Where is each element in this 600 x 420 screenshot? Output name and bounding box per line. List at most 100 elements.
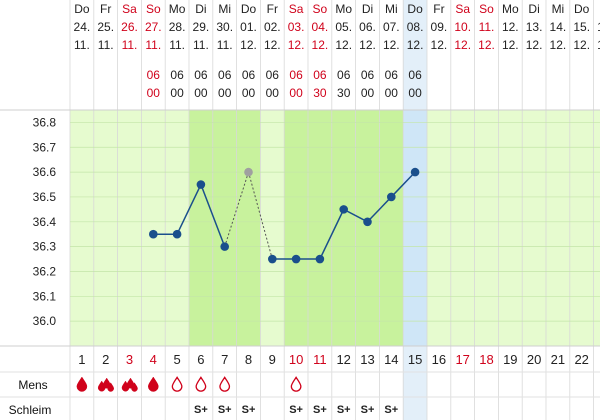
temperature-point[interactable]: [149, 229, 158, 239]
cervical-mucus-mark: S+: [218, 404, 232, 416]
mens-row-label: Mens: [18, 378, 47, 392]
cycle-day-number: 1: [78, 352, 85, 367]
cycle-day-number: 13: [360, 352, 374, 367]
header-date: 28.: [169, 20, 186, 34]
header-date: 08.: [407, 20, 424, 34]
header-weekday: Do: [74, 2, 90, 16]
temperature-point[interactable]: [268, 254, 277, 264]
header-date: 03.: [288, 20, 305, 34]
header-month: 12.: [240, 38, 257, 52]
header-date: 27.: [145, 20, 162, 34]
header-weekday: Do: [241, 2, 257, 16]
cycle-day-number: 3: [126, 352, 133, 367]
temperature-point[interactable]: [387, 192, 396, 202]
selected-column-header: [403, 0, 427, 110]
y-tick-label: 36.3: [33, 240, 57, 254]
header-month: 11.: [169, 38, 185, 52]
header-time-hour: 06: [385, 68, 399, 82]
header-month: 12.: [597, 38, 600, 52]
header-date: 06.: [359, 20, 376, 34]
selected-column[interactable]: [403, 110, 427, 346]
header-time-hour: 06: [266, 68, 280, 82]
header-time-min: 00: [408, 86, 422, 100]
header-weekday: Do: [407, 2, 423, 16]
temperature-point[interactable]: [220, 242, 229, 251]
header-time-min: 00: [218, 86, 232, 100]
header-month: 12.: [264, 38, 281, 52]
header-weekday: Di: [195, 2, 206, 16]
header-month: 12.: [359, 38, 376, 52]
cervical-mucus-mark: S+: [337, 404, 351, 416]
header-weekday: Mo: [335, 2, 352, 16]
header-month: 11.: [145, 38, 161, 52]
header-time-min: 00: [289, 86, 303, 100]
cycle-day-number: 21: [551, 352, 565, 367]
header-month: 11.: [98, 38, 114, 52]
blood-drop-icon: [76, 376, 88, 392]
header-time-min: 00: [385, 86, 399, 100]
cycle-day-number: 19: [503, 352, 517, 367]
header-weekday: So: [479, 2, 494, 16]
y-tick-label: 36.5: [33, 190, 57, 204]
header-weekday: Do: [574, 2, 590, 16]
excluded-temperature-point[interactable]: [244, 167, 253, 177]
temperature-line-segment: [176, 184, 202, 235]
header-weekday: Mo: [502, 2, 519, 16]
header-month: 12.: [335, 38, 352, 52]
fertile-window-band: [189, 110, 261, 346]
cycle-day-number: 8: [245, 352, 252, 367]
header-time-min: 00: [361, 86, 375, 100]
header-date: 01.: [240, 20, 257, 34]
header-weekday: So: [313, 2, 328, 16]
y-tick-label: 36.0: [33, 314, 57, 328]
cycle-day-number: 11: [313, 352, 327, 367]
temperature-point[interactable]: [363, 217, 372, 227]
header-weekday: Fr: [267, 2, 278, 16]
header-time-hour: 06: [218, 68, 232, 82]
header-time-min: 00: [194, 86, 208, 100]
y-tick-label: 36.8: [33, 115, 57, 129]
temperature-point[interactable]: [172, 229, 182, 239]
cervical-mucus-mark: S+: [313, 404, 327, 416]
cycle-day-number: 16: [432, 352, 446, 367]
header-date: 07.: [383, 20, 400, 34]
header-date: 10.: [454, 20, 471, 34]
blood-drop-icon: [107, 382, 114, 392]
header-time-min: 00: [242, 86, 256, 100]
spotting-drop-icon: [219, 376, 231, 392]
header-time-hour: 06: [194, 68, 208, 82]
temperature-point[interactable]: [410, 167, 420, 177]
header-date: 16.: [597, 20, 600, 34]
header-time-hour: 06: [242, 68, 256, 82]
y-tick-label: 36.4: [33, 215, 57, 229]
temperature-line-segment: [200, 184, 226, 247]
header-month: 12.: [550, 38, 567, 52]
header-time-min: 30: [337, 86, 351, 100]
header-time-hour: 06: [147, 68, 161, 82]
blood-drop-icon: [131, 382, 138, 392]
header-weekday: So: [146, 2, 161, 16]
temperature-point[interactable]: [291, 254, 301, 264]
header-month: 11.: [74, 38, 90, 52]
header-month: 12.: [431, 38, 448, 52]
selected-column-footer: [403, 346, 427, 420]
temperature-point[interactable]: [339, 205, 349, 214]
header-time-min: 30: [313, 86, 327, 100]
y-tick-label: 36.1: [33, 289, 57, 303]
header-weekday: Mi: [552, 2, 565, 16]
cycle-day-number: 17: [455, 352, 469, 367]
header-month: 12.: [454, 38, 471, 52]
cycle-day-number: 20: [527, 352, 541, 367]
header-weekday: Fr: [100, 2, 111, 16]
header-date: 13.: [526, 20, 543, 34]
spotting-drop-icon: [290, 376, 302, 392]
header-weekday: Mo: [169, 2, 186, 16]
temperature-point[interactable]: [196, 180, 206, 189]
temperature-line-segment: [343, 208, 368, 223]
header-date: 15.: [573, 20, 590, 34]
cervical-mucus-mark: S+: [242, 404, 256, 416]
header-time-min: 00: [170, 86, 184, 100]
y-tick-label: 36.7: [33, 140, 57, 154]
temperature-point[interactable]: [315, 254, 325, 264]
